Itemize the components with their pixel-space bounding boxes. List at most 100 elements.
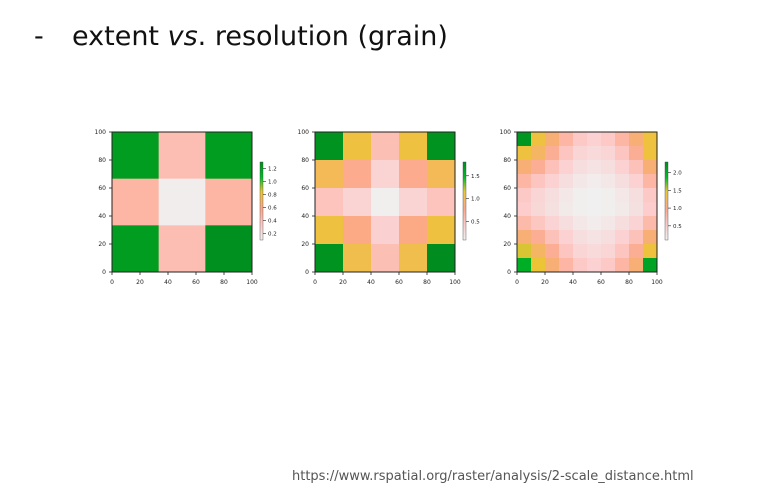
raster-cell bbox=[643, 160, 658, 175]
bullet-dash: - bbox=[34, 21, 44, 52]
y-tick-label: 40 bbox=[98, 213, 106, 220]
raster-cell bbox=[615, 216, 630, 231]
raster-cell bbox=[643, 202, 658, 217]
raster-figure: 0 20 40 60 80 100 0 20 40 60 80 100 0.2 0.4 0.6 0.8 1.0 1… bbox=[84, 113, 688, 303]
legend-tick-label: 1.5 bbox=[673, 188, 682, 194]
x-tick-label: 60 bbox=[597, 279, 605, 286]
raster-cell bbox=[629, 258, 644, 273]
raster-cell bbox=[587, 230, 602, 245]
raster-cell bbox=[601, 202, 616, 217]
raster-cell bbox=[587, 160, 602, 175]
raster-cell bbox=[343, 216, 372, 245]
raster-cell bbox=[615, 188, 630, 203]
raster-cell bbox=[615, 244, 630, 259]
y-tick-label: 80 bbox=[98, 157, 106, 164]
raster-cell bbox=[545, 132, 560, 147]
legend-tick-label: 1.2 bbox=[268, 167, 277, 173]
raster-cell bbox=[629, 230, 644, 245]
raster-cell bbox=[158, 132, 206, 180]
raster-cell bbox=[399, 216, 428, 245]
raster-cell bbox=[531, 202, 546, 217]
x-tick-label: 100 bbox=[651, 279, 663, 286]
raster-cell bbox=[615, 132, 630, 147]
y-tick-label: 100 bbox=[95, 129, 107, 136]
raster-cell bbox=[545, 258, 560, 273]
raster-panels-svg: 0 20 40 60 80 100 0 20 40 60 80 100 0.2 0.4 0.6 0.8 1.0 1… bbox=[95, 129, 683, 286]
raster-cell bbox=[158, 225, 206, 273]
raster-cell bbox=[545, 188, 560, 203]
raster-cell bbox=[573, 146, 588, 161]
x-tick-label: 100 bbox=[246, 279, 258, 286]
source-url[interactable]: https://www.rspatial.org/raster/analysis… bbox=[292, 469, 694, 484]
legend-bar bbox=[664, 161, 669, 241]
raster-cell bbox=[601, 188, 616, 203]
raster-cell bbox=[643, 216, 658, 231]
raster-cell bbox=[601, 174, 616, 189]
raster-cell bbox=[629, 216, 644, 231]
raster-cell bbox=[601, 244, 616, 259]
raster-cell bbox=[587, 188, 602, 203]
title-text-after: . resolution (grain) bbox=[197, 21, 448, 52]
y-tick-label: 60 bbox=[98, 185, 106, 192]
raster-cell bbox=[517, 244, 532, 259]
legend-tick-label: 1.0 bbox=[471, 197, 480, 203]
raster-cell bbox=[559, 146, 574, 161]
legend-tick-label: 1.0 bbox=[268, 180, 277, 186]
raster-cell bbox=[573, 160, 588, 175]
raster-cell bbox=[629, 202, 644, 217]
raster-cell bbox=[427, 160, 456, 189]
raster-cell bbox=[573, 202, 588, 217]
slide-title: extent vs. resolution (grain) bbox=[72, 20, 448, 54]
y-tick-label: 80 bbox=[301, 157, 309, 164]
raster-cell bbox=[643, 146, 658, 161]
raster-cell bbox=[615, 230, 630, 245]
raster-cell bbox=[517, 174, 532, 189]
raster-cell bbox=[531, 174, 546, 189]
raster-cell bbox=[643, 174, 658, 189]
raster-cell bbox=[517, 216, 532, 231]
raster-cell bbox=[399, 160, 428, 189]
raster-cell bbox=[399, 244, 428, 273]
raster-cell bbox=[629, 160, 644, 175]
x-tick-label: 0 bbox=[110, 279, 114, 286]
raster-cell bbox=[601, 160, 616, 175]
raster-cell bbox=[573, 174, 588, 189]
legend-tick-label: 0.6 bbox=[268, 206, 277, 212]
legend-bar bbox=[462, 161, 467, 241]
plot-frame bbox=[314, 131, 456, 273]
raster-cell bbox=[643, 244, 658, 259]
raster-cell bbox=[399, 132, 428, 161]
raster-cell bbox=[601, 216, 616, 231]
raster-cell bbox=[573, 244, 588, 259]
y-tick-label: 40 bbox=[301, 213, 309, 220]
raster-cell bbox=[517, 146, 532, 161]
raster-cell bbox=[531, 244, 546, 259]
raster-cell bbox=[315, 132, 344, 161]
raster-cell bbox=[643, 230, 658, 245]
y-tick-label: 20 bbox=[301, 241, 309, 248]
raster-cell bbox=[545, 174, 560, 189]
raster-cell bbox=[531, 146, 546, 161]
y-tick-label: 0 bbox=[305, 269, 309, 276]
raster-cell bbox=[587, 202, 602, 217]
raster-cell bbox=[601, 132, 616, 147]
legend-tick-label: 0.5 bbox=[673, 224, 682, 230]
raster-cell bbox=[343, 132, 372, 161]
raster-cell bbox=[427, 216, 456, 245]
raster-cell bbox=[559, 188, 574, 203]
raster-cell bbox=[371, 244, 400, 273]
raster-cell bbox=[517, 188, 532, 203]
raster-cell bbox=[371, 160, 400, 189]
raster-cell bbox=[112, 225, 160, 273]
raster-cell bbox=[573, 188, 588, 203]
x-tick-label: 100 bbox=[449, 279, 461, 286]
raster-cell bbox=[587, 258, 602, 273]
raster-cell bbox=[545, 216, 560, 231]
raster-cell bbox=[573, 258, 588, 273]
legend-tick-label: 0.2 bbox=[268, 232, 277, 238]
raster-cell bbox=[205, 178, 253, 226]
raster-cell bbox=[427, 188, 456, 217]
raster-cell bbox=[559, 174, 574, 189]
raster-cell bbox=[531, 216, 546, 231]
raster-cell bbox=[587, 244, 602, 259]
